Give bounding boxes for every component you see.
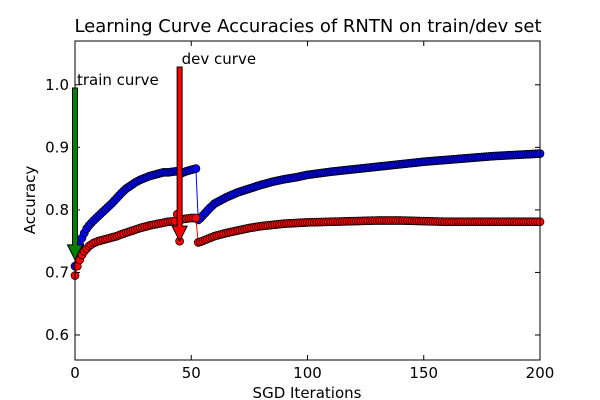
dev-series bbox=[70, 209, 545, 280]
train-series-point bbox=[191, 164, 201, 173]
train-series bbox=[70, 149, 545, 271]
y-tick-label: 1.0 bbox=[45, 76, 69, 94]
dev-curve-arrow bbox=[171, 66, 188, 243]
y-tick-label: 0.7 bbox=[45, 263, 69, 281]
x-axis-label: SGD Iterations bbox=[253, 384, 362, 400]
y-axis: 0.6 0.7 0.8 0.9 1.0 bbox=[45, 76, 540, 344]
x-tick-label: 50 bbox=[182, 364, 201, 382]
y-tick-label: 0.6 bbox=[45, 326, 69, 344]
train-curve-annotation: train curve bbox=[77, 71, 159, 89]
x-tick-label: 0 bbox=[70, 364, 80, 382]
y-tick-label: 0.8 bbox=[45, 201, 69, 219]
dev-curve-annotation: dev curve bbox=[182, 50, 256, 68]
x-tick-label: 200 bbox=[526, 364, 555, 382]
dev-series-point bbox=[191, 213, 201, 223]
train-series-line bbox=[74, 153, 541, 267]
x-tick-label: 150 bbox=[409, 364, 438, 382]
train-curve-arrow bbox=[66, 87, 84, 262]
chart-title: Learning Curve Accuracies of RNTN on tra… bbox=[74, 16, 541, 37]
annotations: train curve dev curve bbox=[66, 50, 256, 262]
plot-area bbox=[70, 149, 545, 280]
y-axis-label: Accuracy bbox=[21, 166, 39, 235]
x-axis: 0 50 100 150 200 bbox=[70, 41, 554, 382]
y-tick-label: 0.9 bbox=[45, 138, 69, 156]
x-tick-label: 100 bbox=[293, 364, 322, 382]
